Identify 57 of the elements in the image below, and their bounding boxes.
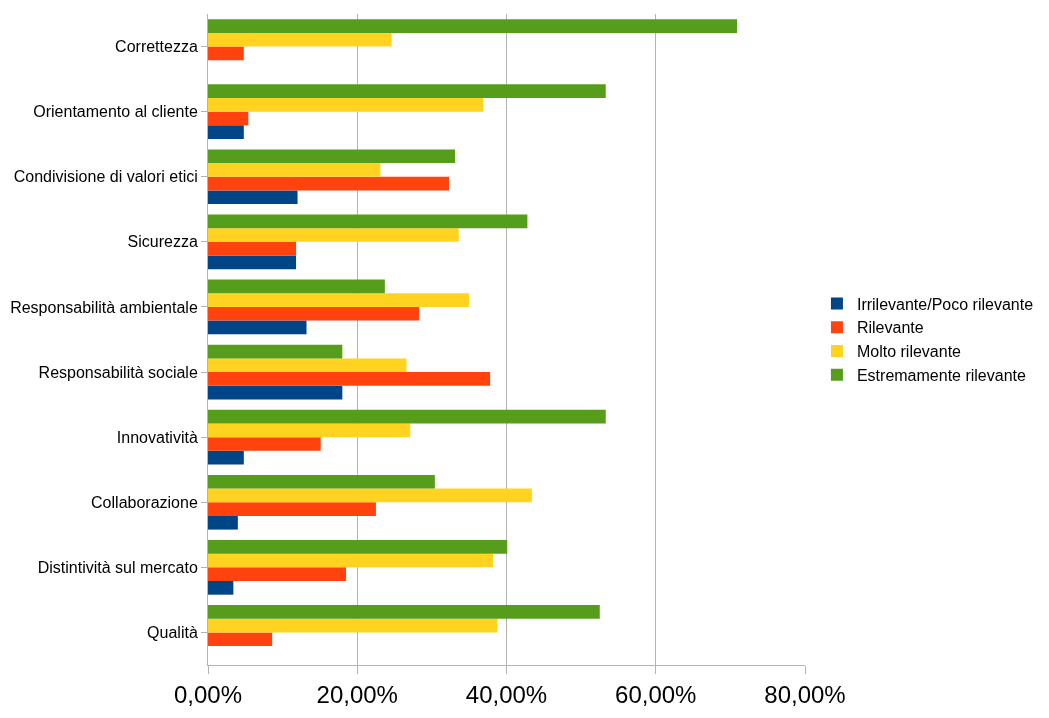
y-tick-label: Correttezza: [115, 38, 198, 56]
x-tick-label: 20,00%: [316, 680, 398, 708]
y-tick-label: Innovatività: [116, 428, 198, 446]
bar: [208, 385, 343, 400]
bar: [208, 567, 347, 582]
bar: [208, 372, 491, 386]
x-tick-label: 40,00%: [465, 680, 548, 708]
bar: [208, 111, 249, 126]
bar: [208, 176, 450, 191]
bar: [208, 190, 298, 205]
bar: [208, 632, 273, 647]
bar: [208, 488, 532, 503]
y-tick-label: Orientamento al cliente: [33, 103, 198, 121]
bar: [208, 553, 494, 568]
bar: [208, 228, 459, 242]
bar: [208, 605, 600, 619]
bar: [208, 19, 738, 33]
bar: [208, 437, 321, 451]
bar: [208, 149, 456, 164]
x-tick-label: 80,00%: [764, 680, 846, 708]
bar: [208, 423, 411, 438]
legend-label: Irrilevante/Poco rilevante: [856, 295, 1034, 313]
y-tick-label: Condivisione di valori etici: [13, 168, 198, 186]
bar: [208, 358, 407, 373]
y-tick-label: Collaborazione: [91, 493, 198, 511]
bar: [208, 581, 234, 595]
y-tick-label: Responsabilità sociale: [38, 363, 198, 381]
bar: [208, 255, 297, 270]
bar: [208, 163, 381, 177]
bar: [208, 97, 484, 112]
bar: [208, 502, 376, 516]
bar: [208, 125, 244, 139]
bar: [208, 409, 606, 424]
y-tick-label: Responsabilità ambientale: [10, 298, 198, 316]
bar: [208, 306, 420, 321]
x-tick-label: 0,00%: [173, 680, 243, 708]
y-tick-label: Qualità: [147, 624, 198, 642]
legend-label: Estremamente rilevante: [856, 367, 1026, 385]
bar: [208, 474, 435, 489]
bar: [208, 515, 238, 530]
bar: [208, 32, 392, 47]
bar: [208, 344, 343, 359]
y-tick-label: Sicurezza: [127, 233, 198, 251]
y-tick-label: Distintività sul mercato: [37, 558, 198, 576]
bar: [208, 241, 297, 256]
bar: [208, 450, 244, 465]
bar: [208, 279, 385, 294]
bar: [208, 320, 307, 335]
bar: [208, 46, 244, 61]
bar: [208, 214, 528, 229]
x-tick-label: 60,00%: [615, 680, 697, 708]
bar: [208, 618, 498, 633]
bar: [208, 84, 606, 98]
legend-label: Rilevante: [856, 319, 924, 337]
bar: [208, 540, 508, 554]
bar: [208, 293, 470, 307]
legend-label: Molto rilevante: [856, 343, 962, 361]
